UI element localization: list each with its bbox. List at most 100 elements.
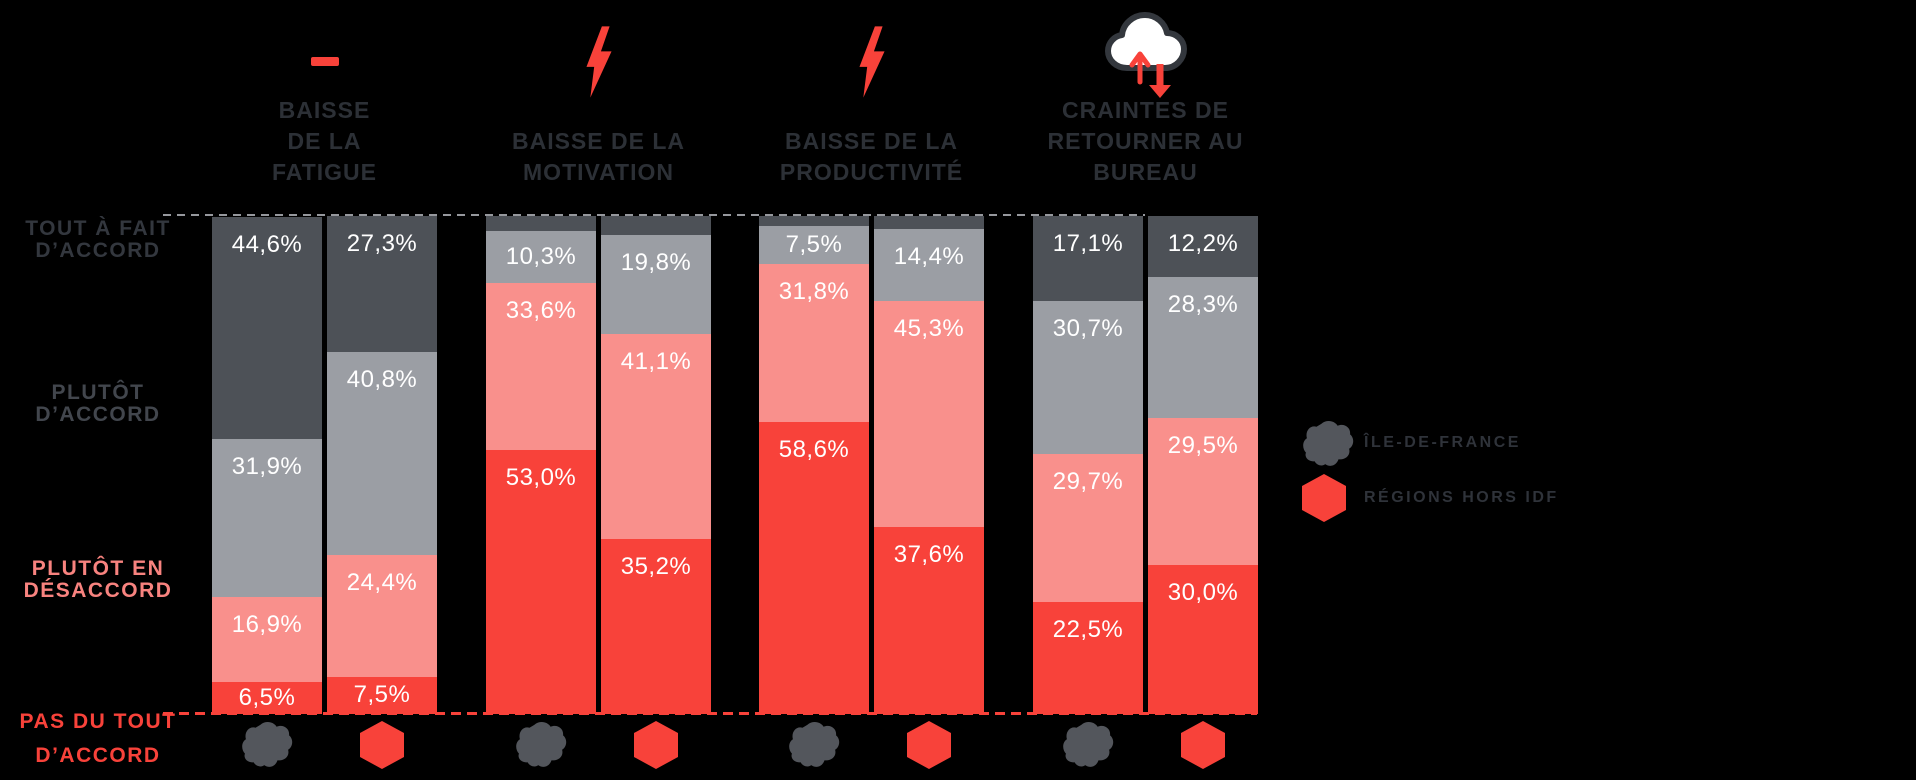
segment-value-label: 35,2% [620,552,692,580]
bar-baisse-motivation-hors-idf: 19,8% 41,1% 35,2% [601,216,711,714]
hexagon-icon [907,721,951,769]
segment-value-label: 37,6% [893,540,965,568]
segment-value-label: 7,5% [353,681,411,709]
bar-segment-tout-a-fait-daccord: 27,3% [327,216,437,352]
region-icon-idf [240,721,294,772]
group-title-line: BAISSE DE LA [511,128,686,154]
y-axis-label-line: PAS DU TOUT [19,710,177,733]
group-title-baisse-motivation: BAISSE DE LA MOTIVATION [439,126,759,188]
bar-segment-plutot-en-desaccord: 31,8% [759,263,869,423]
y-axis-label-line: D’ACCORD [35,744,161,767]
segment-value-label: 53,0% [505,464,577,492]
region-icon-hors-idf [907,721,951,774]
segment-value-label: 28,3% [1167,290,1239,318]
segment-value-label: 45,3% [893,315,965,343]
idf-map-icon [516,722,567,767]
idf-map-icon [789,722,840,767]
region-icon-hors-idf [1181,721,1225,774]
bar-segment-plutot-daccord: 31,9% [212,438,322,598]
bar-segment-plutot-en-desaccord: 45,3% [874,301,984,527]
legend-icon-cell [1302,474,1358,522]
bar-baisse-fatigue-hors-idf: 27,3% 40,8% 24,4% 7,5% [327,216,437,714]
segment-value-label: 19,8% [620,249,692,277]
bar-segment-tout-a-fait-daccord: 17,1% [1033,216,1143,302]
top-gridline [163,214,1145,216]
segment-value-label: 31,8% [778,277,850,305]
y-axis-label: TOUT À FAIT D’ACCORD [0,218,196,262]
bar-segment-plutot-daccord: 7,5% [759,226,869,264]
segment-value-label: 7,5% [785,231,843,259]
legend-icon-cell [1302,420,1358,466]
bar-segment-plutot-daccord: 40,8% [327,351,437,556]
idf-map-icon [242,722,293,767]
segment-value-label: 14,4% [893,243,965,271]
y-axis-label-line: TOUT À FAIT [25,217,171,240]
segment-value-label: 41,1% [620,348,692,376]
bar-baisse-motivation-idf: 10,3% 33,6% 53,0% [486,216,596,714]
minus-icon [310,57,339,66]
bar-segment-plutot-en-desaccord: 29,5% [1148,417,1258,565]
bar-segment-pas-du-tout-daccord: 35,2% [601,538,711,714]
y-axis-label-line: DÉSACCORD [23,579,173,602]
segment-value-label: 29,7% [1052,468,1124,496]
group-title-line: CRAINTES DE [1062,97,1229,123]
segment-value-label: 24,4% [346,569,418,597]
segment-value-label: 6,5% [238,683,296,711]
bar-segment-tout-a-fait-daccord: 44,6% [212,216,322,439]
group-title-line: BAISSE DE LA [784,128,959,154]
bolt-icon [585,26,612,98]
bar-segment-tout-a-fait-daccord [486,216,596,232]
y-axis-label-line: PLUTÔT EN [31,557,165,580]
y-axis-label-line: D’ACCORD [35,239,161,262]
group-title-line: BAISSE [278,97,371,123]
region-icon-idf [787,721,841,772]
segment-value-label: 40,8% [346,365,418,393]
segment-value-label: 17,1% [1052,230,1124,258]
bar-segment-pas-du-tout-daccord: 37,6% [874,526,984,714]
bar-segment-pas-du-tout-daccord: 7,5% [327,676,437,714]
segment-value-label: 27,3% [346,230,418,258]
segment-value-label: 12,2% [1167,230,1239,258]
y-axis-label-line: PLUTÔT [51,381,145,404]
group-title-line: RETOURNER AU [1047,128,1244,154]
segment-value-label: 31,9% [231,452,303,480]
hexagon-icon [360,721,404,769]
bar-segment-pas-du-tout-daccord: 22,5% [1033,601,1143,714]
group-header-icon [585,25,612,104]
segment-value-label: 44,6% [231,230,303,258]
bar-segment-plutot-daccord: 19,8% [601,235,711,335]
region-icon-idf [1061,721,1115,772]
idf-map-icon [1063,722,1114,767]
idf-map-icon [1303,421,1354,466]
bolt-icon [858,26,885,98]
segment-value-label: 30,7% [1052,315,1124,343]
bar-segment-tout-a-fait-daccord [874,216,984,230]
segment-value-label: 29,5% [1167,431,1239,459]
bar-segment-tout-a-fait-daccord [759,216,869,227]
group-header-icon [1100,2,1192,103]
group-title-line: DE LA [287,128,362,154]
bar-segment-plutot-en-desaccord: 24,4% [327,555,437,677]
bar-segment-tout-a-fait-daccord [601,216,711,236]
bar-segment-plutot-en-desaccord: 33,6% [486,282,596,451]
bar-segment-pas-du-tout-daccord: 53,0% [486,450,596,714]
group-title-line: PRODUCTIVITÉ [779,159,964,185]
group-header-icon [858,25,885,104]
group-title-baisse-fatigue: BAISSE DE LA FATIGUE [165,95,485,188]
bar-segment-pas-du-tout-daccord: 6,5% [212,681,322,714]
region-icon-hors-idf [634,721,678,774]
legend-item: RÉGIONS HORS IDF [1302,474,1559,522]
legend-item: ÎLE-DE-FRANCE [1302,420,1521,466]
segment-value-label: 22,5% [1052,615,1124,643]
segment-value-label: 30,0% [1167,578,1239,606]
bar-segment-plutot-daccord: 10,3% [486,231,596,283]
bar-baisse-fatigue-idf: 44,6% 31,9% 16,9% 6,5% [212,216,322,714]
legend-label: ÎLE-DE-FRANCE [1364,434,1521,451]
bar-segment-plutot-daccord: 14,4% [874,229,984,302]
segment-value-label: 16,9% [231,611,303,639]
hexagon-icon [634,721,678,769]
group-title-line: FATIGUE [272,159,377,185]
hexagon-icon [1181,721,1225,769]
group-title-line: BUREAU [1093,159,1198,185]
